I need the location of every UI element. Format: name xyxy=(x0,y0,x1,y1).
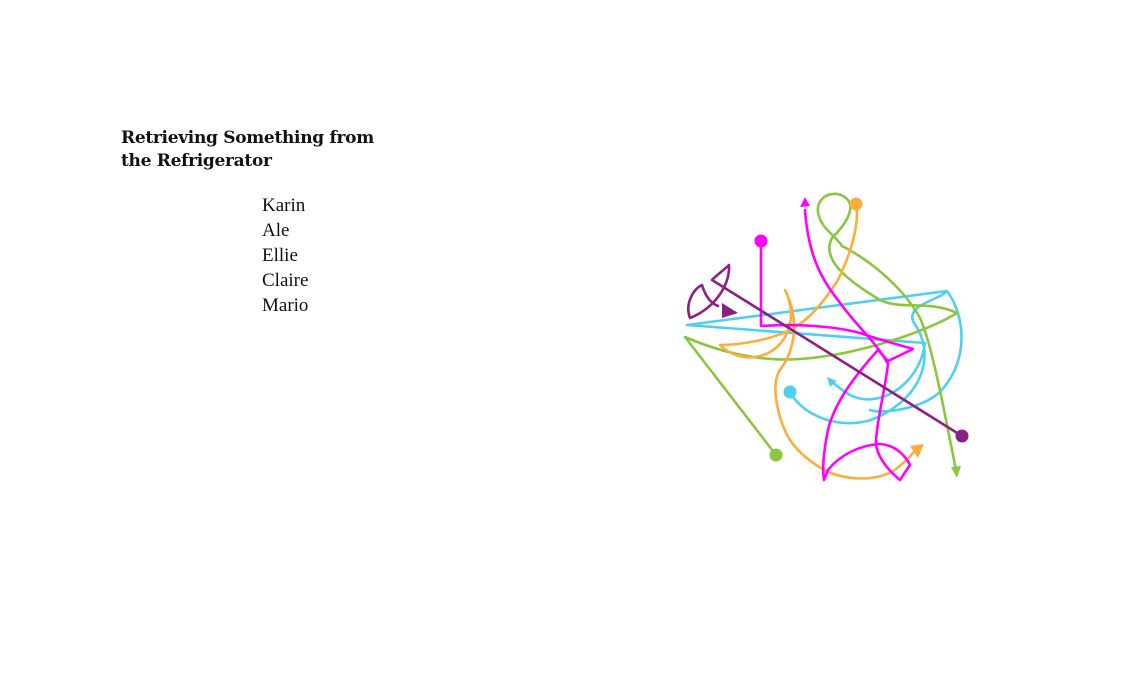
name-list: Karin Ale Ellie Claire Mario xyxy=(262,193,308,318)
mario-stroke xyxy=(687,263,964,438)
ale-start-dot xyxy=(849,197,863,211)
mario-path xyxy=(687,263,969,443)
name-karin: Karin xyxy=(262,195,306,216)
claire-arrowhead xyxy=(827,377,837,387)
name-ale: Ale xyxy=(262,220,290,241)
ellie-arrowhead xyxy=(951,466,961,478)
ellie-path xyxy=(683,192,961,478)
ale-arrowhead xyxy=(910,444,924,458)
ellie-stroke xyxy=(683,192,959,472)
karin-stroke xyxy=(759,208,915,482)
mario-start-dot xyxy=(955,429,969,443)
ale-stroke xyxy=(718,202,919,480)
name-mario: Mario xyxy=(262,295,309,316)
karin-arrowhead xyxy=(800,197,810,207)
claire-start-dot xyxy=(783,385,797,399)
page-title: Retrieving Something from the Refrigerat… xyxy=(121,128,374,171)
karin-start-dot xyxy=(754,234,768,248)
name-claire: Claire xyxy=(262,270,309,291)
ellie-start-dot xyxy=(769,448,783,462)
mario-arrowhead xyxy=(722,303,738,318)
ale-path xyxy=(718,197,924,480)
karin-path xyxy=(754,197,915,482)
name-ellie: Ellie xyxy=(262,245,298,266)
